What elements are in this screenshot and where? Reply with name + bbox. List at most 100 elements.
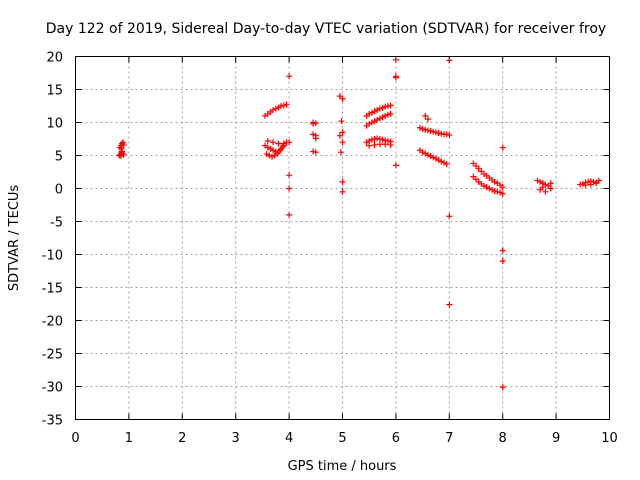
data-point — [422, 126, 429, 133]
y-tick-label: -5 — [50, 216, 63, 231]
series-outliers-4 — [286, 73, 293, 192]
grid — [75, 56, 610, 420]
data-point — [374, 116, 381, 123]
data-point — [379, 114, 386, 121]
data-point — [438, 130, 445, 137]
data-point — [499, 144, 506, 151]
data-point — [339, 129, 346, 136]
y-axis-label: SDTVAR / TECUs — [7, 185, 22, 292]
data-point — [422, 150, 429, 157]
data-point — [366, 120, 373, 127]
data-point — [470, 160, 477, 167]
data-point — [497, 189, 504, 196]
data-point — [117, 153, 124, 160]
plot-frame — [75, 56, 610, 420]
y-tick-labels: -35 -30 -25 -20 -15 -10 -5 0 5 10 15 20 — [42, 51, 63, 429]
data-point — [446, 301, 453, 308]
data-point — [435, 157, 442, 164]
data-point — [577, 181, 584, 188]
data-point — [339, 95, 346, 102]
data-point — [545, 182, 552, 189]
data-point — [419, 149, 426, 156]
data-point — [374, 135, 381, 142]
x-tick-label: 8 — [499, 431, 507, 446]
data-point — [416, 124, 423, 131]
data-point — [489, 186, 496, 193]
series-arc-3.5-4.0-upper — [262, 101, 290, 119]
series-arc-0.9-upper — [116, 139, 127, 152]
data-point — [270, 139, 277, 146]
data-point — [392, 56, 399, 63]
data-point — [384, 103, 391, 109]
series-arc-4.5 — [310, 119, 319, 156]
data-point — [310, 148, 317, 155]
data-point — [339, 139, 346, 146]
series-arc-5.5-5.9-bottom — [366, 141, 394, 149]
data-point — [368, 136, 375, 143]
data-point — [376, 136, 383, 142]
data-point — [430, 128, 437, 135]
y-tick-label: -25 — [42, 348, 63, 363]
data-point — [537, 178, 544, 185]
data-point — [446, 132, 453, 139]
data-point — [595, 177, 602, 184]
series-arc-6.5-6.9-lower — [416, 147, 450, 168]
data-point — [366, 142, 373, 149]
data-point — [279, 143, 286, 150]
data-point — [419, 126, 426, 133]
series-arc-3.5-4.0-cluster — [262, 137, 293, 160]
data-point — [371, 108, 378, 115]
series-arc-7.4-8.0 — [470, 160, 506, 191]
series-outliers-8 — [499, 144, 506, 391]
data-point — [435, 130, 442, 137]
data-point — [499, 258, 506, 265]
data-point — [432, 155, 439, 162]
y-tick-label: 20 — [46, 51, 63, 66]
data-point — [542, 181, 549, 188]
data-point — [286, 139, 293, 146]
data-point — [312, 120, 319, 127]
data-point — [547, 185, 554, 192]
data-point — [376, 141, 383, 148]
data-point — [475, 165, 482, 172]
y-tick-label: 15 — [46, 84, 63, 99]
data-point — [440, 159, 447, 166]
data-point — [118, 145, 125, 152]
data-point — [446, 213, 453, 220]
data-point — [371, 118, 378, 125]
data-point — [534, 177, 541, 184]
data-point — [310, 120, 317, 127]
x-tick-label: 1 — [125, 431, 133, 446]
data-point — [280, 140, 287, 147]
y-tick-label: -30 — [42, 381, 63, 396]
data-point — [486, 185, 493, 192]
series-arc-5.0 — [336, 93, 346, 195]
y-tick-label: 5 — [55, 150, 63, 165]
data-point — [427, 153, 434, 160]
data-point — [337, 149, 344, 156]
data-point — [363, 139, 370, 146]
y-tick-label: -15 — [42, 282, 63, 297]
data-point — [286, 185, 293, 192]
data-point — [280, 102, 287, 109]
data-point — [585, 178, 592, 185]
data-point — [387, 102, 394, 109]
data-point — [542, 188, 549, 195]
x-tick-label: 10 — [601, 431, 618, 446]
data-point — [272, 105, 279, 112]
chart-title: Day 122 of 2019, Sidereal Day-to-day VTE… — [46, 21, 606, 37]
data-points — [116, 56, 602, 391]
y-tick-label: 10 — [46, 117, 63, 132]
data-point — [473, 176, 479, 183]
data-point — [424, 116, 431, 123]
data-point — [593, 180, 600, 187]
series-outliers-6 — [392, 56, 399, 169]
data-point — [590, 178, 597, 185]
data-point — [392, 74, 399, 81]
x-tick-label: 7 — [445, 431, 453, 446]
data-point — [283, 101, 290, 108]
x-axis-label: GPS time / hours — [288, 459, 397, 474]
data-point — [312, 135, 319, 142]
data-point — [382, 103, 389, 110]
